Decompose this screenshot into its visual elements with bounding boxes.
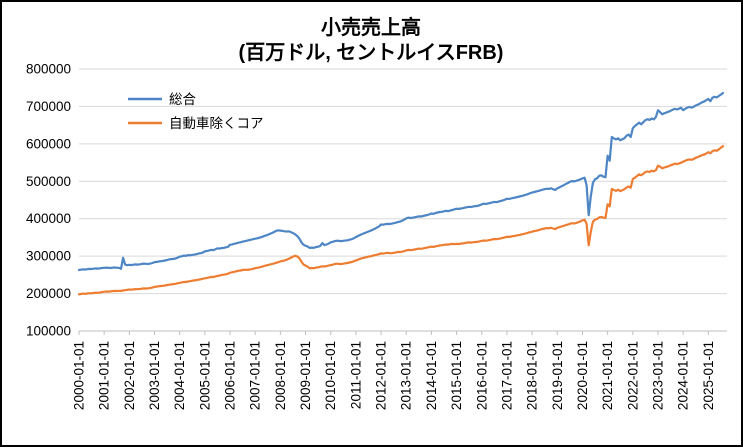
x-tick-label: 2011-01-01 — [348, 341, 363, 409]
x-tick-label: 2006-01-01 — [223, 341, 238, 410]
x-tick-label: 2020-01-01 — [575, 341, 590, 410]
legend: 総合 自動車除くコア — [128, 92, 264, 131]
x-tick-label: 2004-01-01 — [172, 341, 187, 410]
x-tick-label: 2023-01-01 — [650, 341, 665, 410]
y-tick-label: 400000 — [26, 211, 71, 226]
series-line-0 — [77, 91, 725, 272]
x-tick-label: 2016-01-01 — [474, 341, 489, 410]
x-tick-label: 2019-01-01 — [550, 341, 565, 410]
chart-title-line-1: 小売売上高 — [321, 15, 421, 39]
series-lines — [77, 91, 725, 296]
x-tick-label: 2015-01-01 — [449, 341, 464, 410]
x-tick-label: 2013-01-01 — [399, 341, 414, 410]
x-tick-label: 2010-01-01 — [323, 341, 338, 410]
legend-label-core: 自動車除くコア — [169, 116, 264, 131]
y-tick-label: 100000 — [26, 324, 71, 339]
y-tick-label: 300000 — [26, 249, 71, 264]
x-tick-label: 2000-01-01 — [72, 341, 87, 410]
y-tick-label: 500000 — [26, 174, 71, 189]
x-tick-label: 2001-01-01 — [97, 341, 112, 410]
x-axis — [78, 330, 727, 335]
legend-label-total: 総合 — [169, 92, 196, 107]
y-tick-label: 200000 — [26, 286, 71, 301]
x-tick-label: 2009-01-01 — [298, 341, 313, 410]
legend-item-total: 総合 — [128, 92, 196, 107]
x-tick-label: 2002-01-01 — [122, 341, 137, 410]
y-tick-label: 700000 — [26, 99, 71, 114]
legend-item-core: 自動車除くコア — [128, 116, 264, 131]
x-tick-label: 2017-01-01 — [499, 341, 514, 410]
x-tick-label: 2012-01-01 — [374, 341, 389, 410]
x-tick-label: 2008-01-01 — [273, 341, 288, 410]
series-line-1 — [77, 145, 725, 296]
x-tick-label: 2007-01-01 — [248, 341, 263, 410]
y-tick-label: 800000 — [26, 62, 71, 77]
x-tick-label: 2024-01-01 — [676, 341, 691, 410]
axis-labels: 100000 200000 300000 400000 500000 600000 7000… — [26, 62, 716, 411]
x-tick-label: 2018-01-01 — [525, 341, 540, 410]
x-tick-label: 2022-01-01 — [625, 341, 640, 410]
x-tick-label: 2014-01-01 — [424, 341, 439, 410]
chart-title-line-2: (百万ドル, セントルイスFRB) — [239, 42, 504, 64]
x-tick-label: 2003-01-01 — [147, 341, 162, 410]
x-tick-label: 2025-01-01 — [701, 341, 716, 410]
x-tick-label: 2021-01-01 — [600, 341, 615, 410]
y-tick-label: 600000 — [26, 136, 71, 151]
x-tick-label: 2005-01-01 — [197, 341, 212, 410]
